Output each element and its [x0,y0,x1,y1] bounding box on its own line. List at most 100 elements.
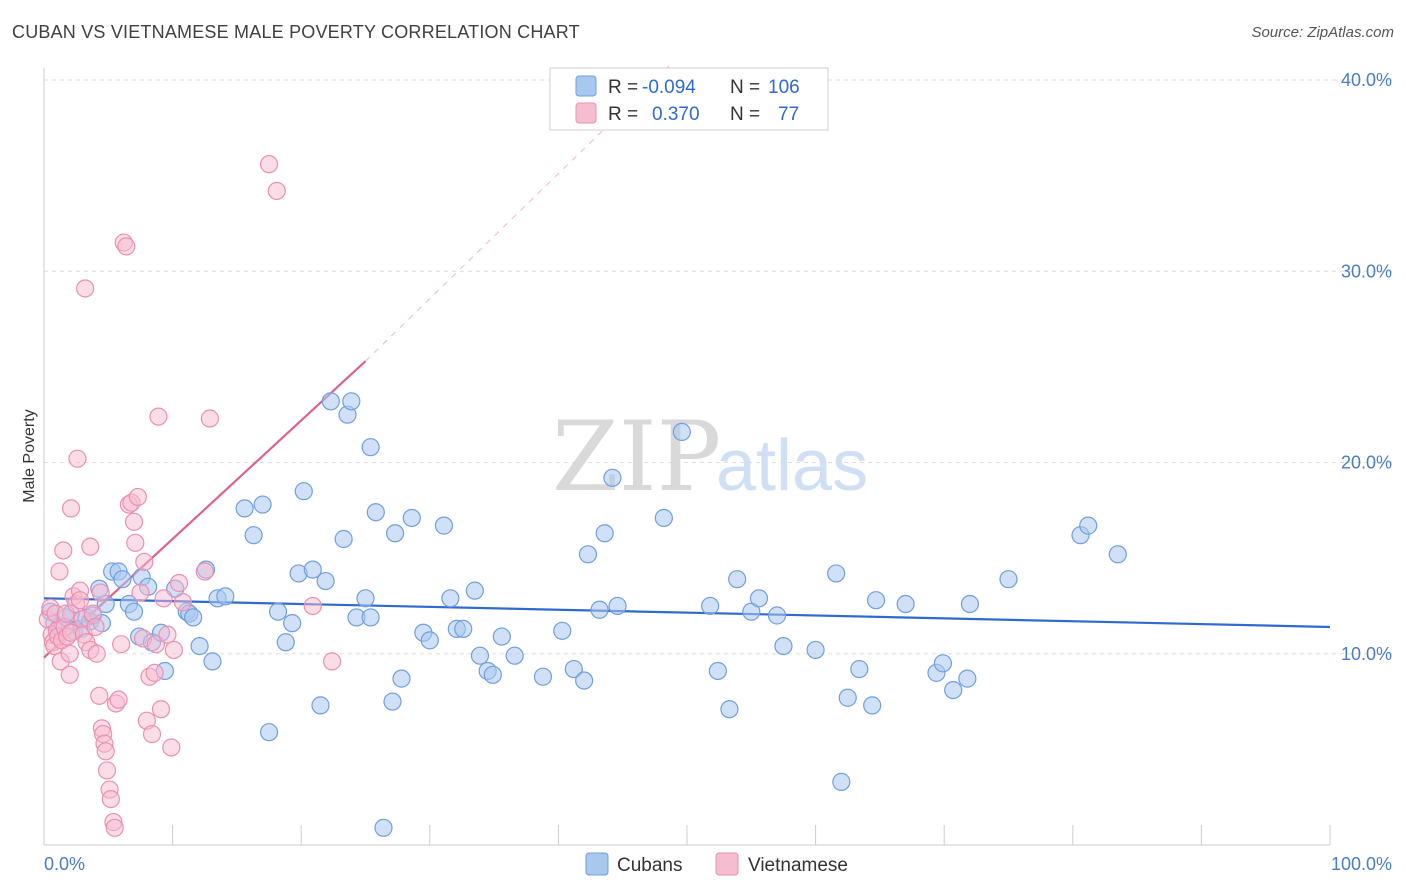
y-tick-labels: 10.0% 20.0% 30.0% 40.0% [1341,70,1392,664]
cubans-point [1079,516,1098,535]
vietnamese-point [195,562,214,581]
cubans-point [374,818,393,837]
vietnamese-point [81,537,100,556]
legend-swatch-vietnamese [575,102,597,124]
vietnamese-point [173,593,192,612]
axes [43,68,1331,846]
vietnamese-points [38,155,342,837]
cubans-point [434,516,454,535]
cubans-point [402,508,421,528]
cubans-point [720,700,739,719]
vietnamese-point [158,625,177,644]
cubans-point [553,621,572,640]
cubans-point [124,602,144,621]
cubans-point [276,633,295,652]
cubans-point [321,392,340,411]
x-tick-label-1: 100.0% [1331,854,1392,874]
cubans-point [603,468,622,487]
cubans-trend-line [43,597,1331,629]
vietnamese-point [128,487,147,507]
cubans-point [672,422,691,441]
vietnamese-point [200,409,219,428]
vietnamese-point [117,237,136,256]
vietnamese-point [145,663,164,682]
cubans-point [259,723,279,742]
cubans-point [366,503,385,522]
cubans-point [708,661,727,681]
cubans-point [896,594,915,614]
cubans-point [742,602,761,621]
legend-r-value-vietnamese: 0.370 [652,104,700,125]
vietnamese-point [54,541,73,560]
cubans-point [608,596,627,616]
vietnamese-point [126,533,145,552]
cubans-point [268,602,288,621]
legend-n-label-vietnamese: N = [730,104,760,125]
stats-legend: R = -0.094 N = 106 R = 0.370 N = 77 [549,67,829,131]
vietnamese-point [154,589,173,608]
cubans-point [483,665,502,684]
cubans-point [361,438,380,457]
cubans-point [595,524,614,543]
cubans-point [420,631,439,650]
legend-swatch-cubans [575,75,597,97]
vietnamese-point [50,562,69,581]
x-tick-labels: 0.0% 100.0% [44,854,1392,874]
cubans-point [866,591,886,610]
vietnamese-point [322,652,342,671]
vietnamese-point [131,583,150,602]
cubans-point [749,589,769,608]
series-legend: Cubans Vietnamese [585,852,848,876]
cubans-point [564,659,583,679]
vietnamese-point [162,738,181,757]
cubans-point [244,526,263,545]
cubans-point [454,619,473,638]
cubans-point [960,594,980,614]
vietnamese-point [96,742,115,761]
bottom-legend-label-vietnamese: Vietnamese [748,855,848,876]
cubans-point [294,482,313,501]
vietnamese-point [124,512,144,531]
cubans-point [316,571,335,591]
y-axis-label: Male Poverty [21,409,38,502]
cubans-point [303,560,322,579]
source-label: Source: ZipAtlas.com [1251,24,1394,41]
cubans-point [832,772,851,791]
cubans-point [767,606,787,625]
watermark: ZIP atlas [552,401,868,513]
cubans-point [470,646,490,665]
cubans-point [184,608,203,627]
x-tick-label-0: 0.0% [44,854,85,874]
cubans-point [578,545,598,564]
vietnamese-point [86,617,105,637]
y-tick-label-3: 40.0% [1341,70,1392,90]
cubans-point [441,589,460,608]
cubans-point [774,636,793,656]
vietnamese-point [164,640,183,660]
vietnamese-point [135,552,154,572]
vietnamese-point [109,690,128,709]
vietnamese-point [90,686,109,705]
bottom-legend-swatch-vietnamese [715,852,739,876]
cubans-point [216,587,235,606]
cubans-point [203,652,222,671]
y-tick-label-2: 30.0% [1341,261,1392,281]
legend-n-value-vietnamese: 77 [778,104,799,125]
cubans-point [235,499,254,518]
vietnamese-point [112,635,131,654]
grid-lines [44,79,1392,655]
vietnamese-point [105,818,124,837]
cubans-point [806,640,825,660]
cubans-point [701,596,720,616]
cubans-point [465,581,484,600]
vietnamese-point [60,665,79,684]
cubans-point [392,669,411,688]
vietnamese-point [91,583,110,602]
legend-r-value-cubans: -0.094 [642,77,696,98]
trend-lines [43,65,1331,659]
bottom-legend-label-cubans: Cubans [617,855,683,876]
cubans-point [361,608,380,627]
cubans-point [575,671,594,690]
chart-title: CUBAN VS VIETNAMESE MALE POVERTY CORRELA… [12,22,580,42]
